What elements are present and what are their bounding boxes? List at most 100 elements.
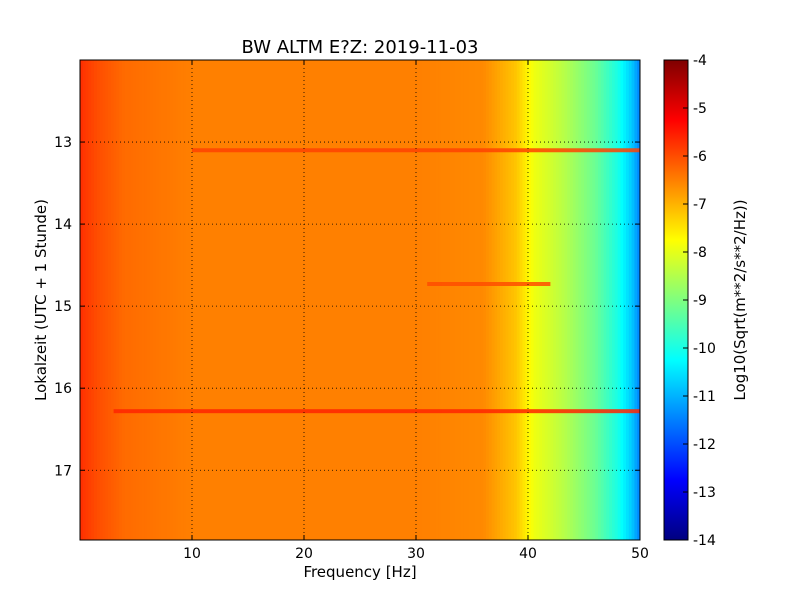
heatmap-column <box>253 60 257 540</box>
heatmap-column <box>124 60 129 540</box>
heatmap-column <box>116 60 120 540</box>
heatmap-column <box>166 60 171 540</box>
heatmap-column <box>136 60 140 540</box>
heatmap-column <box>385 60 389 540</box>
colorbar-tick-label: -10 <box>693 341 716 357</box>
colorbar-tick-label: -4 <box>693 53 707 69</box>
heatmap-column <box>127 60 131 540</box>
colorbar-tick-label: -6 <box>693 149 707 165</box>
heatmap-column <box>259 60 263 540</box>
heatmap-column <box>264 60 269 540</box>
colorbar-label: Log10(Sqrt(m**2/s**2/Hz)) <box>731 199 749 400</box>
heatmap-column <box>343 60 347 540</box>
heatmap-column <box>309 60 313 540</box>
colorbar-tick-label: -7 <box>693 197 707 213</box>
heatmap-column <box>147 60 151 540</box>
y-tick-label: 13 <box>54 135 72 151</box>
heatmap-column <box>477 60 481 540</box>
heatmap-column <box>598 60 602 540</box>
heatmap-column <box>133 60 137 540</box>
heatmap-column <box>488 60 493 540</box>
heatmap-column <box>340 60 344 540</box>
heatmap-column <box>267 60 271 540</box>
heatmap-column <box>472 60 476 540</box>
heatmap-column <box>595 60 599 540</box>
heatmap-column <box>287 60 291 540</box>
heatmap-column <box>427 60 431 540</box>
heatmap-column <box>564 60 568 540</box>
heatmap-column <box>399 60 403 540</box>
heatmap-column <box>113 60 117 540</box>
heatmap-column <box>500 60 504 540</box>
heatmap-column <box>228 60 232 540</box>
heatmap-column <box>578 60 582 540</box>
heatmap-column <box>444 60 448 540</box>
x-tick-label: 10 <box>183 546 201 562</box>
heatmap-column <box>214 60 218 540</box>
heatmap-column <box>197 60 201 540</box>
heatmap-column <box>298 60 302 540</box>
heatmap-column <box>96 60 101 540</box>
heatmap-column <box>304 60 308 540</box>
heatmap-column <box>130 60 134 540</box>
heatmap-column <box>245 60 249 540</box>
x-axis-ticks: 10 20 30 40 50 <box>183 60 649 562</box>
heatmap-column <box>248 60 252 540</box>
heatmap-column <box>122 60 126 540</box>
feature-line <box>192 148 640 153</box>
heatmap-column <box>158 60 162 540</box>
heatmap-column <box>85 60 89 540</box>
heatmap-column <box>491 60 495 540</box>
y-tick-label: 15 <box>54 299 72 315</box>
heatmap-column <box>614 60 619 540</box>
heatmap-column <box>480 60 484 540</box>
heatmap-column <box>626 60 630 540</box>
heatmap-column <box>575 60 579 540</box>
heatmap-column <box>536 60 540 540</box>
heatmap-column <box>528 60 532 540</box>
heatmap-column <box>108 60 112 540</box>
x-axis-label: Frequency [Hz] <box>303 563 416 581</box>
heatmap-column <box>99 60 103 540</box>
heatmap-column <box>206 60 210 540</box>
heatmap-column <box>102 60 106 540</box>
heatmap-column <box>203 60 207 540</box>
heatmap-column <box>346 60 350 540</box>
heatmap-column <box>150 60 154 540</box>
heatmap-column <box>351 60 355 540</box>
heatmap-column <box>141 60 145 540</box>
x-tick-label: 30 <box>407 546 425 562</box>
heatmap-column <box>88 60 92 540</box>
heatmap-column <box>424 60 428 540</box>
heatmap-column <box>494 60 498 540</box>
heatmap-column <box>432 60 437 540</box>
heatmap-column <box>416 60 420 540</box>
heatmap-column <box>516 60 521 540</box>
heatmap-column <box>234 60 238 540</box>
heatmap-column <box>374 60 378 540</box>
heatmap-column <box>175 60 179 540</box>
heatmap-column <box>284 60 288 540</box>
x-tick-label: 50 <box>631 546 649 562</box>
heatmap-column <box>262 60 266 540</box>
heatmap-column <box>463 60 467 540</box>
heatmap-column <box>91 60 95 540</box>
x-tick-label: 20 <box>295 546 313 562</box>
heatmap-column <box>606 60 610 540</box>
heatmap-column <box>628 60 633 540</box>
heatmap-column <box>430 60 434 540</box>
heatmap-column <box>231 60 235 540</box>
heatmap-column <box>178 60 182 540</box>
heatmap-column <box>144 60 148 540</box>
heatmap-column <box>466 60 470 540</box>
colorbar-tick-label: -9 <box>693 293 707 309</box>
heatmap-column <box>544 60 549 540</box>
heatmap-column <box>460 60 465 540</box>
heatmap-column <box>376 60 381 540</box>
heatmap-column <box>348 60 353 540</box>
heatmap-column <box>354 60 358 540</box>
feature-lines <box>113 148 640 414</box>
colorbar-tick-label: -13 <box>693 485 716 501</box>
heatmap-column <box>301 60 305 540</box>
heatmap-column <box>186 60 190 540</box>
